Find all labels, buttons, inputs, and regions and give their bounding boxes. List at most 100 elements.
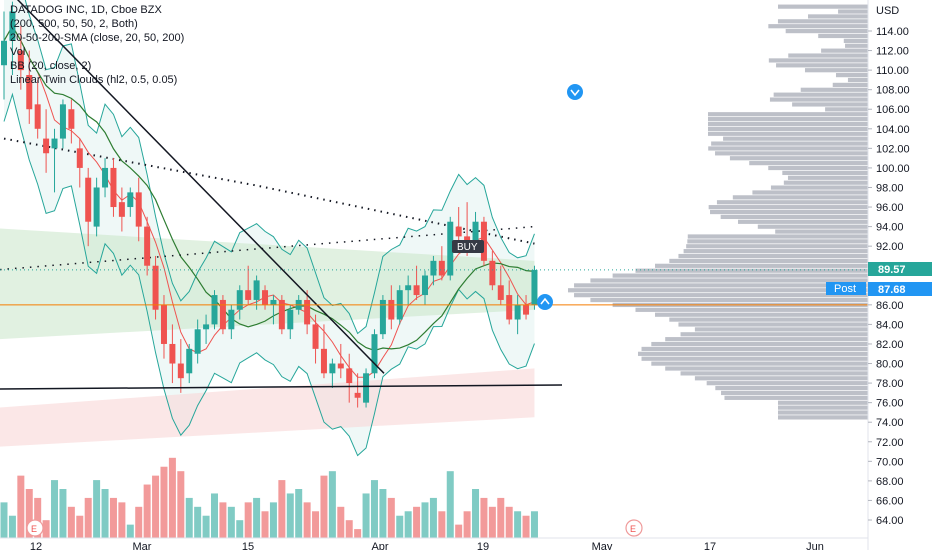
- candle-body[interactable]: [1, 40, 7, 66]
- candle-body[interactable]: [388, 299, 395, 320]
- earnings-marker-icon[interactable]: E: [625, 519, 643, 537]
- time-tick-label: May: [592, 541, 613, 550]
- candle-body[interactable]: [93, 187, 100, 227]
- candle-body[interactable]: [438, 260, 445, 276]
- candle-body[interactable]: [219, 299, 226, 330]
- candle-body[interactable]: [497, 285, 504, 300]
- profile-bar: [720, 214, 868, 220]
- candle-body[interactable]: [85, 177, 92, 222]
- profile-bar: [638, 351, 868, 356]
- candle-body[interactable]: [177, 363, 184, 379]
- candle-body[interactable]: [363, 373, 370, 403]
- volume-bar: [67, 506, 75, 538]
- candle-body[interactable]: [127, 192, 134, 208]
- volume-bar: [126, 524, 134, 538]
- candle-body[interactable]: [144, 226, 151, 266]
- candle-body[interactable]: [514, 304, 521, 320]
- profile-bar: [776, 63, 868, 68]
- time-tick-label: Apr: [371, 541, 388, 550]
- candle-body[interactable]: [472, 221, 479, 247]
- candle-body[interactable]: [26, 75, 33, 110]
- legend-vol[interactable]: Vol: [10, 46, 25, 58]
- candle-body[interactable]: [455, 226, 462, 237]
- candle-body[interactable]: [253, 280, 260, 300]
- volume-bar: [0, 502, 8, 538]
- candle-body[interactable]: [371, 334, 378, 374]
- candle-body[interactable]: [413, 285, 420, 296]
- svg-text:E: E: [31, 524, 37, 534]
- candle-body[interactable]: [17, 50, 24, 71]
- candle-body[interactable]: [304, 299, 311, 325]
- buy-signal[interactable]: BUY: [452, 240, 484, 253]
- candle-body[interactable]: [186, 348, 193, 374]
- volume-bar: [278, 480, 286, 538]
- candle-body[interactable]: [405, 285, 412, 291]
- candle-body[interactable]: [59, 104, 66, 139]
- profile-bar: [724, 395, 868, 400]
- time-axis[interactable]: 12 Mar 15 Apr 19 May 17 Jun: [30, 541, 824, 550]
- profile-bar: [687, 234, 868, 239]
- candle-body[interactable]: [422, 275, 428, 296]
- candle-body[interactable]: [76, 148, 83, 168]
- legend[interactable]: DATADOG INC, 1D, Cboe BZX (200, 500, 50,…: [10, 4, 184, 86]
- profile-bar: [651, 341, 868, 347]
- candle-body[interactable]: [9, 11, 16, 41]
- earnings-marker-icon[interactable]: E: [26, 519, 44, 537]
- price-tick-label: 70.00: [876, 456, 904, 468]
- profile-bar: [777, 19, 868, 24]
- legend-clouds[interactable]: Linear Twin Clouds (hl2, 0.5, 0.05): [10, 74, 177, 86]
- candle-body[interactable]: [194, 329, 201, 354]
- profile-bar: [770, 185, 868, 190]
- candle-body[interactable]: [337, 363, 344, 369]
- candle-body[interactable]: [506, 295, 513, 320]
- candle-body[interactable]: [320, 348, 327, 374]
- legend-sma[interactable]: 20-50-200-SMA (close, 20, 50, 200): [10, 32, 184, 44]
- candle-body[interactable]: [43, 138, 50, 154]
- candle-body[interactable]: [51, 138, 58, 149]
- flag-down-icon[interactable]: [567, 84, 583, 100]
- candle-body[interactable]: [354, 392, 361, 398]
- candle-body[interactable]: [68, 109, 75, 129]
- candle-body[interactable]: [245, 290, 252, 300]
- candle-body[interactable]: [152, 265, 159, 310]
- candle-body[interactable]: [480, 221, 487, 261]
- candle-body[interactable]: [236, 290, 243, 310]
- candle-body[interactable]: [228, 309, 235, 330]
- volume-bar: [8, 515, 16, 538]
- legend-symbol[interactable]: DATADOG INC, 1D, Cboe BZX: [10, 4, 162, 16]
- candle-body[interactable]: [287, 309, 294, 330]
- candle-body[interactable]: [270, 299, 277, 305]
- price-axis[interactable]: 114.00 112.00 110.00 108.00 106.00 104.00 102.…: [868, 26, 910, 527]
- candle-body[interactable]: [312, 324, 319, 349]
- profile-bar: [687, 239, 868, 244]
- candle-body[interactable]: [430, 260, 437, 276]
- candle-body[interactable]: [531, 269, 538, 305]
- candle-body[interactable]: [278, 299, 285, 330]
- candle-body[interactable]: [203, 324, 210, 330]
- candle-body[interactable]: [379, 299, 386, 335]
- profile-bar: [574, 293, 868, 298]
- candle-body[interactable]: [523, 304, 530, 315]
- volume-bar: [354, 529, 362, 538]
- candle-body[interactable]: [169, 343, 176, 364]
- candles[interactable]: [1, 1, 538, 408]
- legend-indicator-1[interactable]: (200, 500, 50, 50, 2, Both): [10, 18, 138, 30]
- profile-bar: [843, 38, 868, 43]
- candle-body[interactable]: [447, 221, 454, 276]
- candle-body[interactable]: [135, 192, 142, 227]
- volume-bar: [379, 489, 387, 538]
- candle-body[interactable]: [34, 104, 41, 129]
- candle-body[interactable]: [329, 363, 336, 374]
- candle-body[interactable]: [160, 304, 167, 344]
- price-alert-icon[interactable]: [537, 294, 553, 310]
- candle-body[interactable]: [110, 167, 117, 208]
- profile-bar: [568, 288, 868, 293]
- legend-bb[interactable]: BB (20, close, 2): [10, 60, 91, 72]
- candle-body[interactable]: [118, 202, 125, 217]
- candle-body[interactable]: [489, 260, 496, 286]
- candle-body[interactable]: [262, 290, 269, 305]
- candle-body[interactable]: [211, 295, 218, 325]
- candle-body[interactable]: [102, 167, 109, 188]
- candle-body[interactable]: [346, 368, 353, 384]
